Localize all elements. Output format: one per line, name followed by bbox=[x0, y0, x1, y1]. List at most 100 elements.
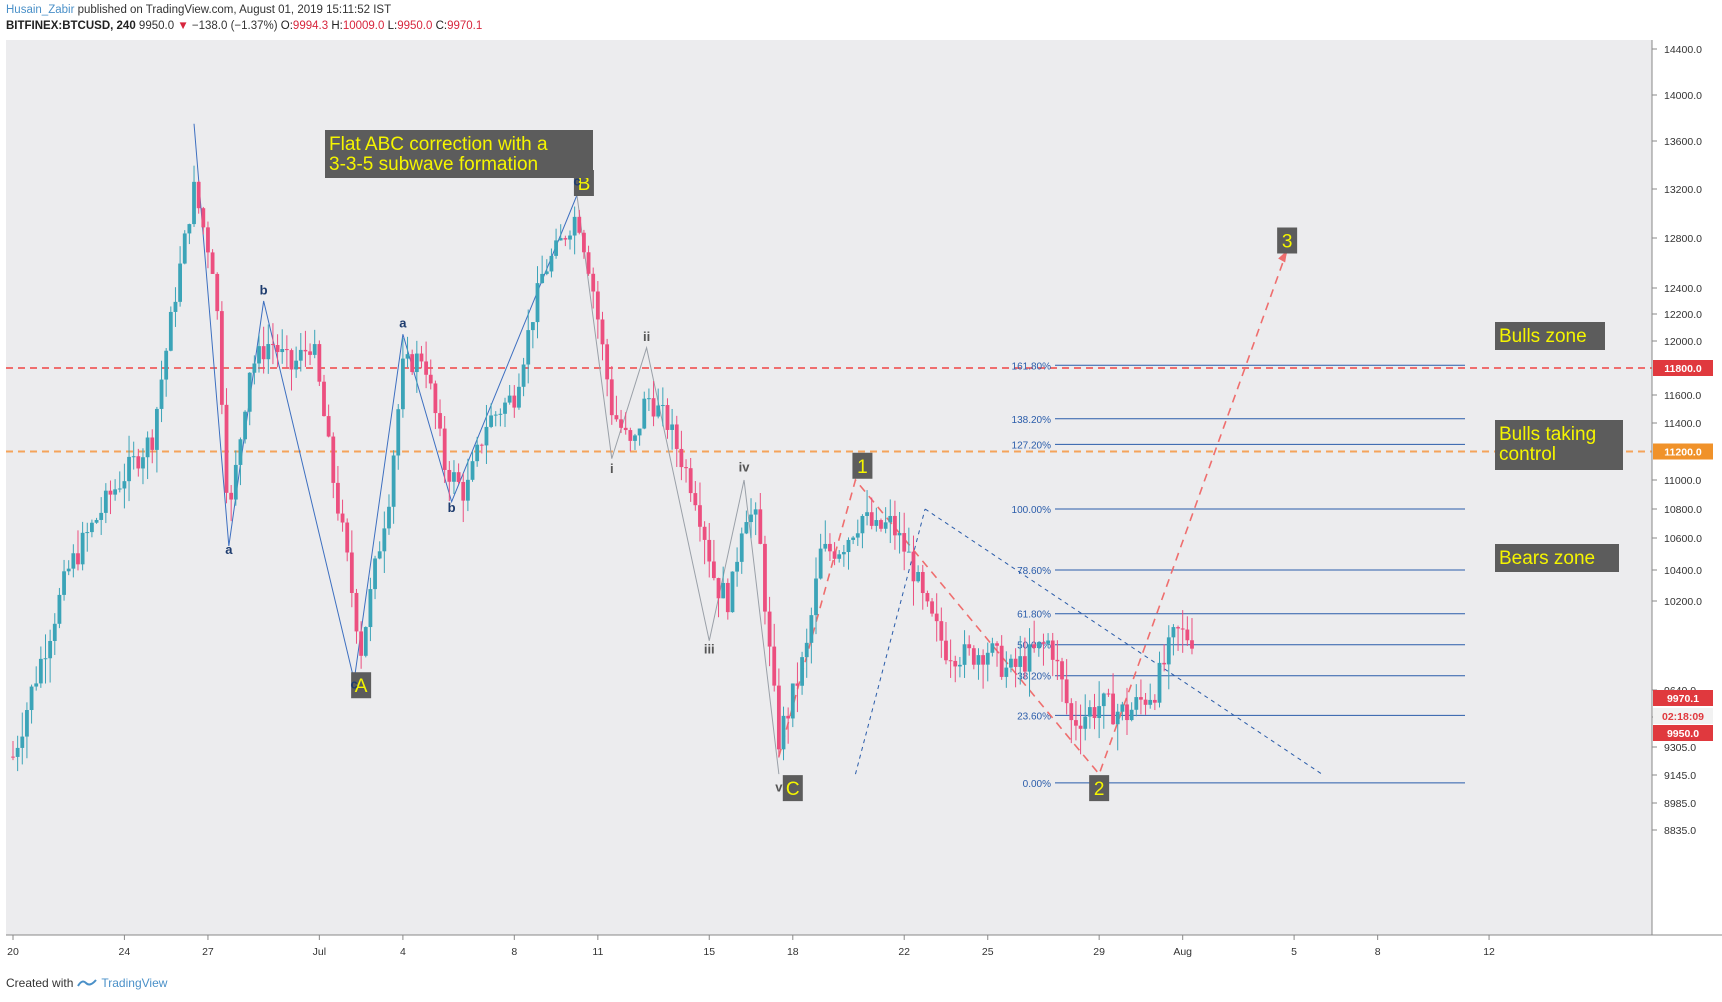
candle-body[interactable] bbox=[164, 350, 169, 380]
candle-body[interactable] bbox=[920, 572, 925, 594]
candle-body[interactable] bbox=[1032, 644, 1037, 649]
candle-body[interactable] bbox=[57, 594, 62, 624]
candle-body[interactable] bbox=[591, 273, 596, 292]
candle-body[interactable] bbox=[1009, 658, 1013, 668]
candle-body[interactable] bbox=[902, 533, 907, 552]
candle-body[interactable] bbox=[563, 238, 568, 240]
candle-body[interactable] bbox=[795, 683, 800, 686]
candle-body[interactable] bbox=[521, 364, 526, 387]
candle-body[interactable] bbox=[261, 346, 266, 360]
candle-body[interactable] bbox=[433, 383, 438, 414]
tradingview-link[interactable]: TradingView bbox=[101, 976, 168, 990]
candle-body[interactable] bbox=[461, 481, 466, 501]
fib-anchor-line[interactable] bbox=[854, 508, 926, 775]
candle-body[interactable] bbox=[1157, 662, 1162, 703]
candle-body[interactable] bbox=[1074, 720, 1078, 726]
candle-body[interactable] bbox=[498, 413, 503, 415]
candle-body[interactable] bbox=[312, 344, 317, 355]
candle-body[interactable] bbox=[145, 437, 150, 458]
candle-body[interactable] bbox=[354, 592, 359, 632]
candle-body[interactable] bbox=[127, 456, 131, 482]
candle-body[interactable] bbox=[665, 405, 670, 430]
candle-body[interactable] bbox=[363, 627, 368, 656]
candle-body[interactable] bbox=[280, 349, 285, 353]
candle-body[interactable] bbox=[730, 571, 735, 613]
candle-body[interactable] bbox=[303, 349, 308, 352]
candle-body[interactable] bbox=[201, 208, 206, 228]
candle-body[interactable] bbox=[934, 613, 939, 622]
candle-body[interactable] bbox=[535, 283, 540, 323]
candle-body[interactable] bbox=[405, 354, 410, 359]
candle-body[interactable] bbox=[702, 526, 707, 540]
annotation-box[interactable] bbox=[325, 130, 593, 178]
candle-body[interactable] bbox=[136, 456, 141, 469]
candle-body[interactable] bbox=[776, 685, 781, 750]
candle-body[interactable] bbox=[1022, 656, 1027, 672]
candle-body[interactable] bbox=[271, 344, 275, 346]
candle-body[interactable] bbox=[633, 435, 637, 441]
candle-body[interactable] bbox=[939, 621, 944, 641]
candle-body[interactable] bbox=[62, 571, 66, 595]
candle-body[interactable] bbox=[154, 408, 159, 450]
candle-body[interactable] bbox=[948, 660, 953, 662]
candle-body[interactable] bbox=[1166, 637, 1171, 665]
candle-body[interactable] bbox=[554, 240, 558, 256]
candle-body[interactable] bbox=[530, 322, 535, 331]
candle-body[interactable] bbox=[289, 350, 294, 370]
candle-body[interactable] bbox=[15, 747, 20, 757]
candle-body[interactable] bbox=[995, 643, 999, 646]
candle-body[interactable] bbox=[275, 345, 280, 353]
candle-body[interactable] bbox=[99, 512, 104, 520]
candle-body[interactable] bbox=[113, 489, 118, 495]
candle-body[interactable] bbox=[294, 360, 299, 370]
candle-body[interactable] bbox=[1180, 628, 1185, 630]
candle-body[interactable] bbox=[1004, 667, 1009, 677]
candle-body[interactable] bbox=[517, 386, 521, 408]
candle-body[interactable] bbox=[660, 405, 665, 407]
candle-body[interactable] bbox=[971, 648, 976, 665]
candle-body[interactable] bbox=[43, 658, 48, 660]
candle-body[interactable] bbox=[814, 578, 818, 616]
candle-body[interactable] bbox=[1027, 644, 1032, 672]
candle-body[interactable] bbox=[1064, 679, 1069, 704]
candle-body[interactable] bbox=[809, 615, 814, 643]
candle-body[interactable] bbox=[317, 344, 322, 382]
candle-body[interactable] bbox=[396, 409, 401, 456]
candle-body[interactable] bbox=[1171, 627, 1176, 638]
candle-body[interactable] bbox=[359, 631, 364, 656]
candle-body[interactable] bbox=[340, 513, 345, 523]
candle-body[interactable] bbox=[452, 472, 456, 482]
candle-body[interactable] bbox=[967, 644, 972, 649]
candle-body[interactable] bbox=[373, 558, 377, 590]
candle-body[interactable] bbox=[1120, 704, 1125, 712]
candle-body[interactable] bbox=[688, 468, 693, 494]
candle-body[interactable] bbox=[1176, 627, 1180, 629]
candle-body[interactable] bbox=[20, 736, 25, 748]
candle-body[interactable] bbox=[1101, 693, 1106, 707]
candle-body[interactable] bbox=[1190, 640, 1194, 649]
candle-body[interactable] bbox=[725, 582, 730, 613]
candle-body[interactable] bbox=[1046, 640, 1050, 644]
candle-body[interactable] bbox=[108, 490, 113, 495]
plot-area[interactable] bbox=[6, 40, 1652, 935]
candle-body[interactable] bbox=[447, 469, 452, 482]
candle-body[interactable] bbox=[716, 578, 721, 599]
candle-body[interactable] bbox=[493, 414, 498, 416]
candle-body[interactable] bbox=[637, 428, 642, 436]
candle-body[interactable] bbox=[860, 515, 865, 534]
candle-body[interactable] bbox=[698, 505, 702, 527]
candle-body[interactable] bbox=[489, 415, 493, 427]
candle-body[interactable] bbox=[623, 427, 628, 431]
candle-body[interactable] bbox=[1129, 709, 1134, 721]
annotation-box[interactable] bbox=[1495, 544, 1619, 572]
candle-body[interactable] bbox=[470, 461, 475, 480]
candle-body[interactable] bbox=[94, 519, 99, 523]
candle-body[interactable] bbox=[781, 715, 786, 750]
candle-body[interactable] bbox=[1036, 642, 1041, 649]
candle-body[interactable] bbox=[832, 551, 837, 559]
candle-body[interactable] bbox=[210, 252, 215, 274]
price-axis[interactable]: 14400.0 14000.0 13600.0 13200.0 12800.0 12400… bbox=[1652, 44, 1702, 837]
candle-body[interactable] bbox=[962, 644, 967, 665]
candle-body[interactable] bbox=[66, 568, 71, 572]
